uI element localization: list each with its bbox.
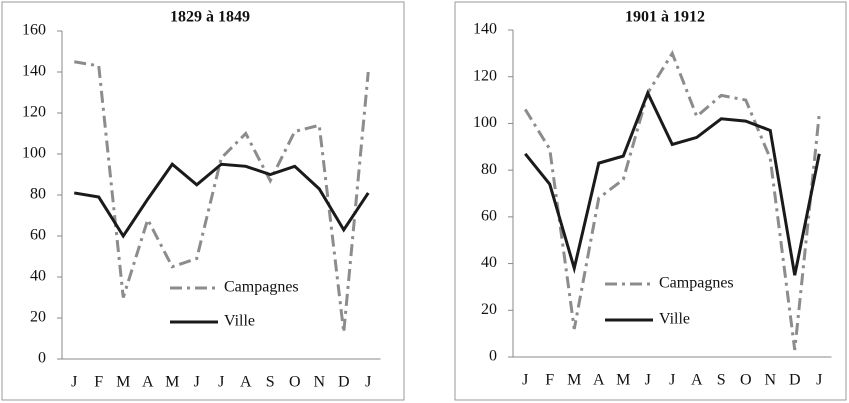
legend-label: Ville <box>659 311 690 328</box>
y-tick-label: 40 <box>30 268 46 285</box>
y-tick-label: 0 <box>38 350 46 367</box>
x-tick-label: M <box>165 374 179 391</box>
x-tick-label: S <box>266 374 275 391</box>
x-tick-label: N <box>313 374 325 391</box>
x-tick-label: J <box>522 372 528 389</box>
chart-title: 1829 à 1849 <box>170 9 250 26</box>
legend-label: Campagnes <box>659 275 734 292</box>
y-tick-label: 160 <box>22 22 46 39</box>
y-tick-label: 140 <box>473 21 497 38</box>
chart-title: 1901 à 1912 <box>625 9 705 26</box>
x-tick-label: J <box>365 374 371 391</box>
x-tick-label: J <box>71 374 77 391</box>
y-tick-label: 80 <box>30 186 46 203</box>
x-tick-label: D <box>789 372 801 389</box>
x-tick-label: O <box>289 374 301 391</box>
x-tick-label: A <box>691 372 703 389</box>
x-tick-label: M <box>567 372 581 389</box>
x-tick-label: J <box>669 372 675 389</box>
x-tick-label: J <box>816 372 822 389</box>
legend-label: Campagnes <box>224 279 299 296</box>
y-tick-label: 60 <box>30 227 46 244</box>
legend-label: Ville <box>224 313 255 330</box>
x-tick-label: M <box>616 372 630 389</box>
x-tick-label: M <box>116 374 130 391</box>
chart-frame <box>454 1 847 401</box>
y-tick-label: 20 <box>30 309 46 326</box>
x-tick-label: S <box>717 372 726 389</box>
y-tick-label: 20 <box>481 301 497 318</box>
x-tick-label: A <box>593 372 605 389</box>
line-series <box>74 60 370 333</box>
x-tick-label: F <box>545 372 554 389</box>
y-tick-label: 40 <box>481 254 497 271</box>
x-tick-label: O <box>740 372 752 389</box>
y-tick-label: 100 <box>22 145 46 162</box>
x-tick-label: A <box>142 374 154 391</box>
y-tick-label: 120 <box>22 104 46 121</box>
x-tick-label: A <box>240 374 252 391</box>
x-tick-label: J <box>218 374 224 391</box>
line-series <box>523 50 821 351</box>
line-series <box>74 162 370 239</box>
y-tick-label: 120 <box>473 67 497 84</box>
x-tick-label: N <box>764 372 776 389</box>
x-tick-label: F <box>94 374 103 391</box>
x-tick-label: J <box>194 374 200 391</box>
y-tick-label: 100 <box>473 114 497 131</box>
x-tick-label: J <box>645 372 651 389</box>
x-tick-label: D <box>338 374 350 391</box>
line-series <box>524 89 821 276</box>
y-tick-label: 140 <box>22 63 46 80</box>
chart-frame <box>1 1 405 401</box>
y-tick-label: 60 <box>481 208 497 225</box>
y-tick-label: 80 <box>481 161 497 178</box>
y-tick-label: 0 <box>489 348 497 365</box>
